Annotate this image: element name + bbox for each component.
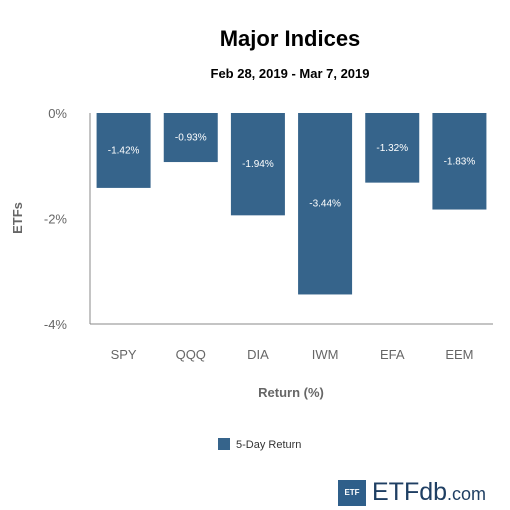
logo-db: db — [419, 478, 448, 506]
x-axis-ticks: SPY QQQ DIA IWM EFA EEM — [111, 347, 474, 362]
x-tick-label-efa: EFA — [380, 347, 405, 362]
data-label-spy: -1.42% — [108, 145, 140, 156]
x-tick-label-dia: DIA — [247, 347, 269, 362]
chart-subtitle: Feb 28, 2019 - Mar 7, 2019 — [211, 66, 370, 81]
bar-efa[interactable] — [365, 113, 420, 183]
etfdb-logo-text: ETFdb.com — [372, 478, 486, 507]
x-tick-label-iwm: IWM — [312, 347, 339, 362]
legend[interactable]: 5-Day Return — [218, 438, 301, 451]
data-label-iwm: -3.44% — [309, 199, 341, 210]
x-tick-label-spy: SPY — [111, 347, 137, 362]
etfdb-logo-box: ETF — [338, 479, 366, 506]
x-axis-label: Return (%) — [258, 385, 324, 400]
data-label-efa: -1.32% — [376, 143, 408, 154]
y-tick-label: 0% — [48, 106, 67, 121]
data-label-dia: -1.94% — [242, 159, 274, 170]
x-tick-label-qqq: QQQ — [176, 347, 206, 362]
legend-swatch — [218, 438, 230, 450]
y-tick-label: -4% — [44, 317, 68, 332]
etfdb-logo[interactable]: ETF ETFdb.com — [338, 478, 486, 507]
bar-eem[interactable] — [432, 113, 487, 210]
legend-label: 5-Day Return — [236, 439, 301, 451]
chart-title: Major Indices — [220, 26, 361, 51]
bars-group — [96, 113, 487, 295]
bar-iwm[interactable] — [298, 113, 353, 295]
logo-etf: ETF — [372, 478, 420, 506]
y-axis-ticks: 0% -2% -4% — [44, 106, 68, 332]
bar-dia[interactable] — [230, 113, 285, 216]
data-label-eem: -1.83% — [444, 156, 476, 167]
bar-qqq[interactable] — [163, 113, 218, 163]
y-axis-label: ETFs — [10, 202, 25, 234]
logo-domain: .com — [447, 484, 487, 504]
data-labels-group: -1.42% -0.93% -1.94% -3.44% -1.32% -1.83% — [108, 133, 476, 210]
data-label-qqq: -0.93% — [175, 133, 207, 144]
x-tick-label-eem: EEM — [445, 347, 473, 362]
y-tick-label: -2% — [44, 212, 68, 227]
bar-spy[interactable] — [96, 113, 151, 188]
